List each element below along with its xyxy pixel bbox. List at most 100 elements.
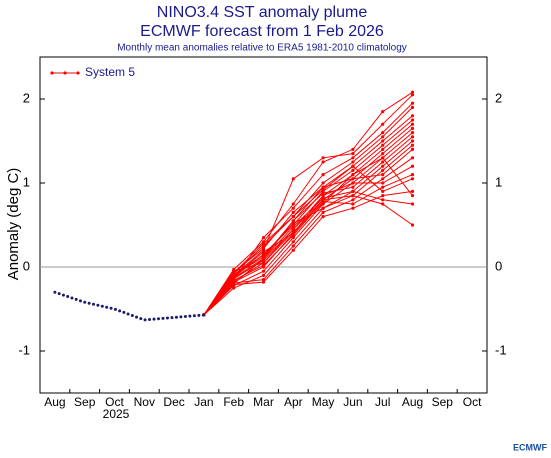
- forecast-point: [321, 173, 325, 177]
- forecast-point: [381, 202, 385, 206]
- forecast-point: [232, 279, 236, 283]
- forecast-member: [203, 165, 413, 316]
- forecast-point: [351, 156, 355, 160]
- forecast-member: [203, 157, 413, 316]
- forecast-point: [321, 196, 325, 200]
- forecast-point: [351, 202, 355, 206]
- x-tick-label: Dec: [163, 395, 184, 409]
- y-tick-label: 1: [23, 174, 30, 189]
- x-tick-label: Sep: [74, 395, 96, 409]
- x-tick-label: Nov: [134, 395, 155, 409]
- forecast-point: [232, 276, 236, 280]
- forecast-point: [261, 253, 266, 257]
- forecast-point: [261, 236, 266, 240]
- chart-subtitle: ECMWF forecast from 1 Feb 2026: [140, 23, 384, 40]
- forecast-point: [261, 280, 266, 284]
- forecast-point: [381, 185, 385, 189]
- forecast-point: [291, 219, 295, 223]
- forecast-point: [291, 244, 295, 248]
- forecast-point: [410, 93, 415, 97]
- forecast-point: [351, 185, 355, 189]
- forecast-point: [381, 189, 385, 193]
- forecast-point: [351, 181, 355, 185]
- forecast-point: [410, 173, 415, 177]
- x-tick-label: Mar: [253, 395, 274, 409]
- forecast-point: [261, 269, 266, 273]
- x-tick-label: Jun: [343, 395, 362, 409]
- forecast-point: [291, 215, 295, 219]
- x-tick-label: Feb: [223, 395, 244, 409]
- chart-note: Monthly mean anomalies relative to ERA5 …: [117, 43, 407, 54]
- forecast-point: [410, 126, 415, 130]
- forecast-point: [351, 168, 355, 172]
- forecast-point: [410, 101, 415, 105]
- forecast-point: [410, 105, 415, 109]
- y-tick-label: 2: [23, 90, 30, 105]
- x-tick-label: Jul: [375, 395, 390, 409]
- forecast-point: [381, 156, 385, 160]
- forecast-point: [291, 221, 295, 225]
- forecast-point: [381, 135, 385, 139]
- forecast-point: [291, 233, 295, 237]
- forecast-point: [351, 152, 355, 156]
- forecast-point: [381, 147, 385, 151]
- forecast-point: [232, 286, 236, 290]
- forecast-member: [203, 195, 413, 316]
- plot-frame: [39, 56, 488, 394]
- legend-dot: [50, 71, 54, 75]
- forecast-point: [410, 139, 415, 143]
- credit: ECMWF: [513, 442, 547, 452]
- y-axis-label: Anomaly (deg C): [5, 168, 22, 281]
- forecast-point: [351, 194, 355, 198]
- forecast-point: [381, 198, 385, 202]
- forecast-point: [321, 215, 325, 219]
- forecast-point: [291, 248, 295, 252]
- forecast-point: [410, 122, 415, 126]
- y-tick-label-right: -1: [495, 342, 507, 357]
- forecast-point: [410, 202, 415, 206]
- forecast-point: [291, 225, 295, 229]
- x-tick-label: Oct: [463, 395, 482, 409]
- forecast-point: [232, 283, 236, 287]
- forecast-point: [261, 278, 266, 282]
- forecast-point: [261, 263, 266, 267]
- forecast-member: [203, 119, 413, 316]
- forecast-point: [351, 164, 355, 168]
- x-tick-label: Aug: [402, 395, 423, 409]
- forecast-point: [381, 168, 385, 172]
- forecast-member: [203, 190, 413, 316]
- legend-dot: [76, 71, 80, 75]
- forecast-point: [410, 135, 415, 139]
- forecast-point: [261, 241, 266, 246]
- forecast-point: [291, 177, 295, 181]
- forecast-point: [351, 206, 355, 210]
- forecast-point: [291, 230, 295, 234]
- chart-title: NINO3.4 SST anomaly plume: [157, 4, 368, 21]
- forecast-point: [321, 188, 325, 192]
- forecast-point: [410, 194, 415, 198]
- forecast-member: [203, 128, 413, 316]
- x-tick-label: Apr: [284, 395, 303, 409]
- forecast-point: [261, 246, 266, 251]
- forecast-point: [381, 122, 385, 126]
- y-tick-label-right: 2: [495, 90, 502, 105]
- forecast-point: [410, 223, 415, 227]
- forecast-point: [232, 272, 236, 277]
- forecast-point: [321, 201, 325, 205]
- observed-line: [53, 290, 206, 322]
- y-tick-label: -1: [18, 342, 30, 357]
- forecast-point: [351, 173, 355, 177]
- forecast-point: [381, 143, 385, 147]
- forecast-point: [410, 90, 415, 94]
- forecast-point: [381, 194, 385, 198]
- forecast-point: [321, 156, 325, 160]
- forecast-point: [261, 257, 266, 261]
- forecast-point: [381, 164, 385, 168]
- forecast-point: [321, 191, 325, 195]
- year-label: 2025: [103, 407, 130, 421]
- forecast-point: [291, 240, 295, 244]
- forecast-point: [381, 173, 385, 177]
- y-tick-label-right: 1: [495, 174, 502, 189]
- y-tick-label-right: 0: [495, 258, 502, 273]
